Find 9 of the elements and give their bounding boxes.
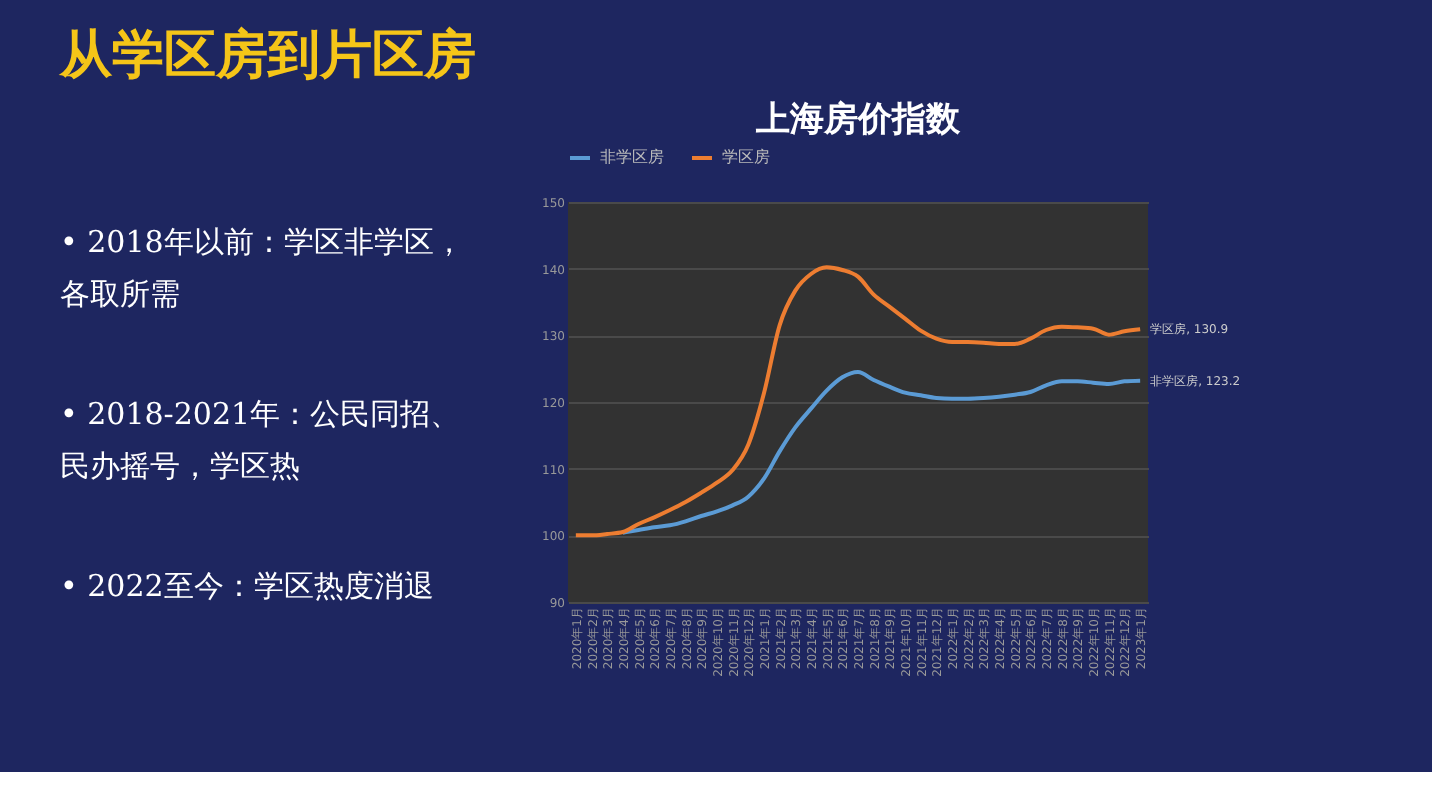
text: • 2018年以前：学区非学区，各取所需	[60, 224, 464, 312]
chart-title: 上海房价指数	[754, 100, 962, 140]
text: • 2018-2021年：公民同招、民办摇号，学区热	[60, 396, 461, 484]
text: • 2022至今：学区热度消退	[60, 568, 434, 604]
line-series	[573, 265, 1143, 538]
text: 从学区房到片区房	[58, 26, 476, 86]
line-series	[620, 370, 1143, 535]
legend-label: 学区房	[722, 148, 770, 166]
legend-label: 非学区房	[600, 148, 664, 166]
